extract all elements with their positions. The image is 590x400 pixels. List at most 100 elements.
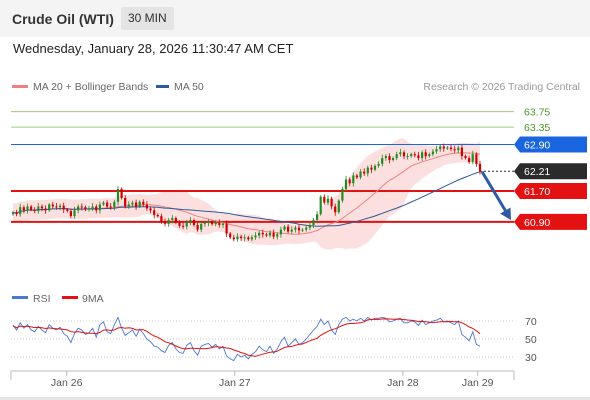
candle-body [131, 202, 134, 205]
candle [30, 204, 33, 212]
candle-body [435, 149, 438, 152]
candle-body [160, 216, 163, 222]
candle-body [69, 211, 72, 217]
time-tick-label: Jan 28 [387, 377, 419, 389]
candle-body [11, 212, 15, 215]
candle-body [163, 221, 167, 224]
candle-body [377, 163, 380, 166]
rsi-tick-label: 70 [525, 316, 537, 328]
candle [464, 154, 467, 160]
candle [359, 169, 362, 180]
ma50-legend-swatch [156, 85, 169, 88]
candle-body [478, 163, 482, 172]
candle [15, 209, 18, 217]
candle [51, 202, 54, 209]
candle [283, 225, 286, 232]
candle [431, 149, 434, 157]
candle [258, 230, 261, 239]
candle-body [87, 208, 91, 210]
candle [250, 234, 253, 242]
candle [453, 145, 456, 153]
candle [120, 187, 123, 200]
candle-body [424, 152, 427, 157]
candle-body [348, 179, 351, 184]
candle [428, 152, 431, 158]
candle [381, 154, 384, 167]
candle [301, 228, 304, 232]
candle [388, 153, 391, 164]
candle-body [413, 154, 416, 156]
candle [19, 203, 22, 217]
candle-body [471, 154, 474, 162]
rsi-line [12, 316, 481, 362]
candle-body [330, 198, 333, 207]
rsi-legend-label: RSI [33, 293, 51, 305]
instrument-title: Crude Oil (WTI) [12, 11, 114, 27]
candle-body [294, 227, 297, 230]
candle-body [268, 232, 272, 236]
candle-body [475, 154, 478, 164]
candle-body [22, 207, 25, 211]
candle [174, 216, 177, 225]
level-badge-3 [514, 163, 587, 180]
level-badge-5 [514, 213, 587, 230]
bottom-bar [0, 397, 590, 400]
candle [225, 220, 228, 237]
candle [421, 150, 424, 161]
candle-body [258, 232, 261, 236]
candle-body [373, 165, 377, 170]
candle-body [428, 154, 431, 157]
bollinger-band-area [13, 138, 480, 250]
candle-body [410, 154, 413, 157]
candle [229, 232, 232, 239]
candle [276, 232, 279, 240]
candle-body [381, 158, 384, 164]
candle-body [301, 229, 304, 231]
candle-body [142, 201, 145, 205]
candle [91, 203, 94, 211]
rsi-ma9-line [12, 318, 481, 357]
level-label-0: 63.75 [524, 107, 550, 119]
level-label-5: 60.90 [524, 217, 550, 229]
candle [87, 205, 91, 212]
candle [138, 200, 141, 208]
candle-body [153, 210, 156, 215]
candle [478, 160, 482, 175]
candle [66, 208, 69, 213]
candle [442, 143, 445, 152]
timeframe-badge[interactable]: 30 MIN [121, 7, 174, 30]
candle-body [167, 220, 170, 224]
candle [254, 232, 257, 240]
candle [399, 148, 402, 157]
candle-body [109, 206, 112, 208]
candle-body [80, 206, 83, 208]
candle [319, 195, 322, 216]
candle [366, 165, 369, 177]
candle [392, 156, 395, 162]
candle [196, 222, 199, 232]
candle-body [51, 204, 54, 207]
candle [468, 155, 471, 164]
ma50-line [12, 171, 481, 227]
candle [323, 194, 326, 205]
candle [352, 172, 355, 187]
candle [232, 234, 235, 242]
chart-header: Crude Oil (WTI) 30 MIN [0, 0, 590, 37]
time-tick-label: Jan 29 [462, 377, 494, 389]
candle-body [200, 223, 203, 230]
bollinger-band [13, 138, 480, 250]
research-credit: Research © 2026 Trading Central [423, 81, 580, 93]
candle-body [33, 209, 36, 211]
candle [316, 211, 319, 224]
candle [185, 219, 188, 230]
candle [33, 207, 36, 214]
candle-body [232, 237, 235, 240]
candle [272, 229, 275, 240]
time-tick-label: Jan 27 [219, 377, 251, 389]
candle [475, 152, 478, 167]
candle-body [214, 222, 217, 225]
candle [290, 226, 293, 235]
forecast-arrow [480, 170, 511, 220]
candle [182, 222, 185, 230]
